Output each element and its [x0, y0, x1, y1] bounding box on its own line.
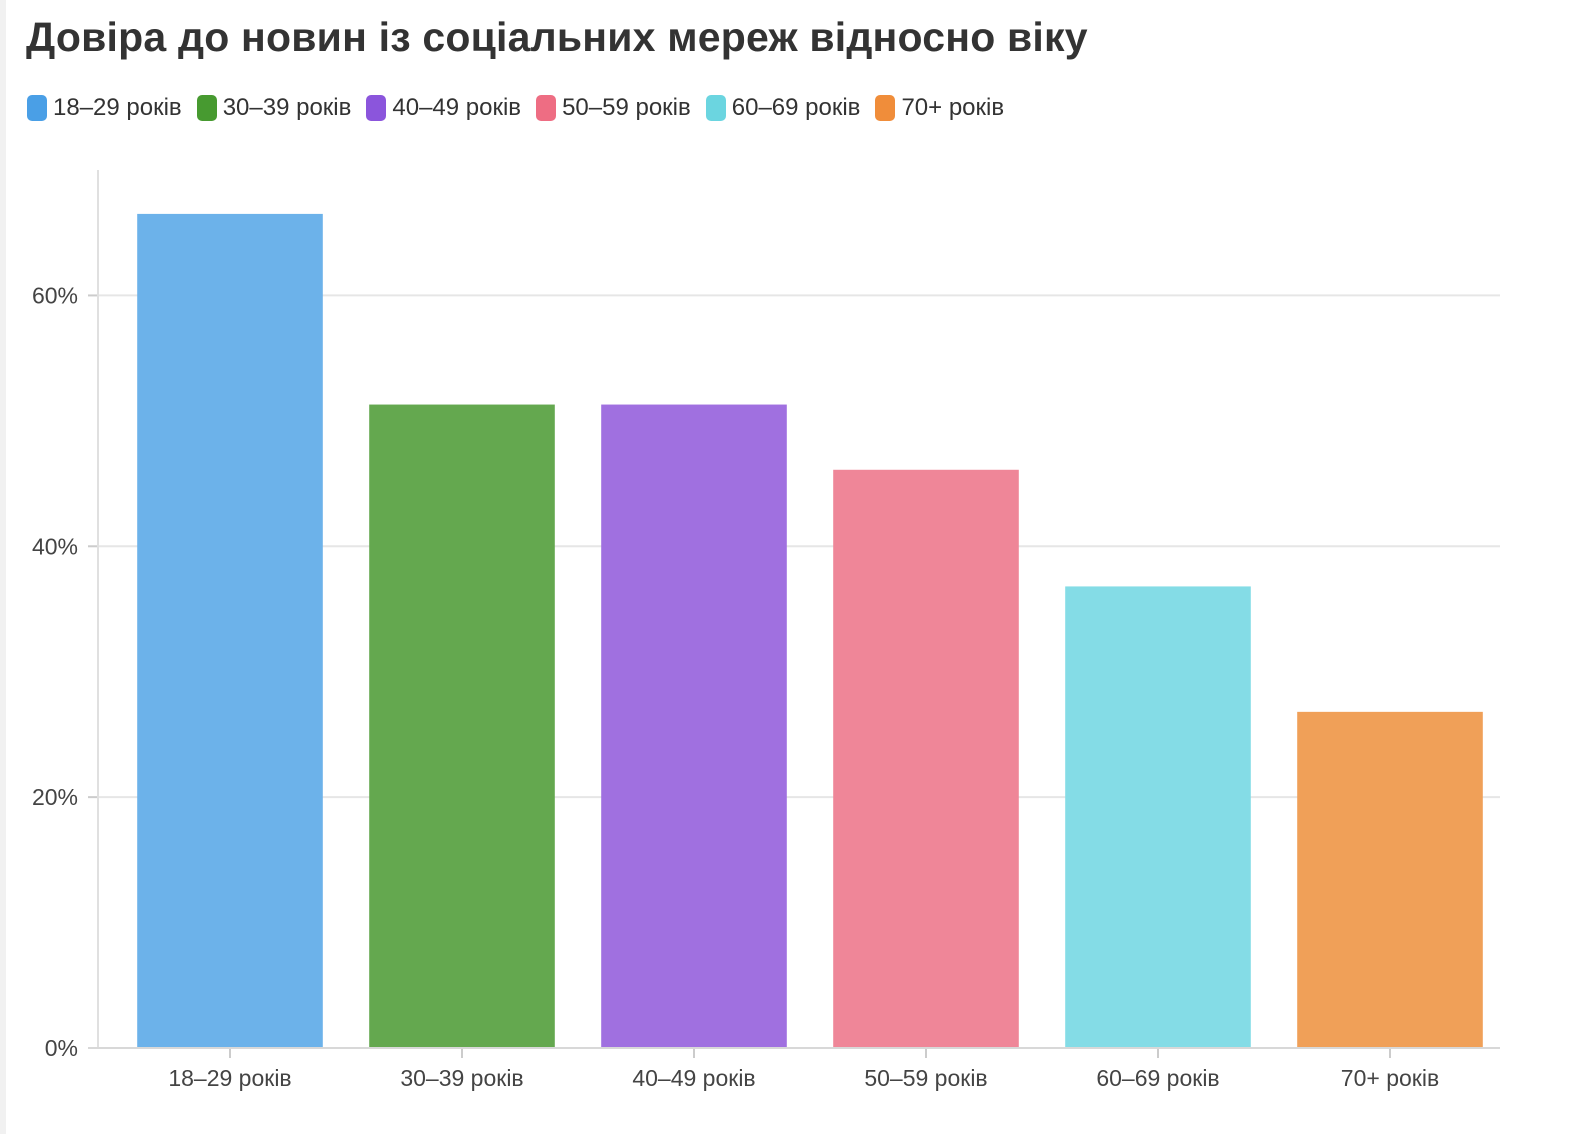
x-tick-label: 30–39 років [400, 1065, 523, 1091]
legend-swatch [366, 95, 387, 121]
legend-label: 60–69 років [731, 94, 861, 121]
y-tick-label: 20% [32, 784, 78, 810]
y-tick-label: 0% [45, 1035, 78, 1061]
x-tick-label: 40–49 років [632, 1065, 755, 1091]
legend-label: 18–29 років [53, 94, 182, 121]
legend: 18–29 років 30–39 років 40–49 років 50–59 р… [27, 94, 1019, 122]
legend-label: 70+ років [901, 94, 1005, 121]
chart-title: Довіра до новин із соціальних мереж відн… [26, 14, 1088, 60]
bar [601, 404, 787, 1049]
x-tick-label: 60–69 років [1096, 1065, 1219, 1091]
y-tick-label: 40% [32, 533, 78, 559]
legend-swatch [536, 95, 557, 121]
y-tick-label: 60% [32, 282, 78, 308]
bar [833, 469, 1019, 1048]
legend-swatch [875, 95, 896, 121]
legend-item[interactable]: 30–39 років [196, 94, 352, 122]
bar [369, 404, 555, 1049]
x-tick-label: 18–29 років [168, 1065, 291, 1091]
legend-item[interactable]: 70+ років [875, 94, 1004, 122]
x-tick-label: 70+ років [1341, 1065, 1439, 1091]
legend-label: 50–59 років [562, 94, 691, 121]
left-border [0, 0, 6, 1134]
legend-swatch [27, 95, 47, 121]
bar [1065, 586, 1251, 1048]
legend-swatch [196, 95, 217, 121]
legend-item[interactable]: 50–59 років [536, 94, 691, 122]
legend-label: 30–39 років [222, 94, 352, 121]
bar [1297, 711, 1483, 1048]
bar [137, 213, 323, 1048]
x-tick-label: 50–59 років [864, 1065, 987, 1091]
legend-item[interactable]: 60–69 років [705, 94, 861, 122]
legend-label: 40–49 років [392, 94, 522, 121]
legend-swatch [705, 95, 726, 121]
legend-item[interactable]: 18–29 років [27, 94, 182, 122]
legend-item[interactable]: 40–49 років [366, 94, 521, 122]
